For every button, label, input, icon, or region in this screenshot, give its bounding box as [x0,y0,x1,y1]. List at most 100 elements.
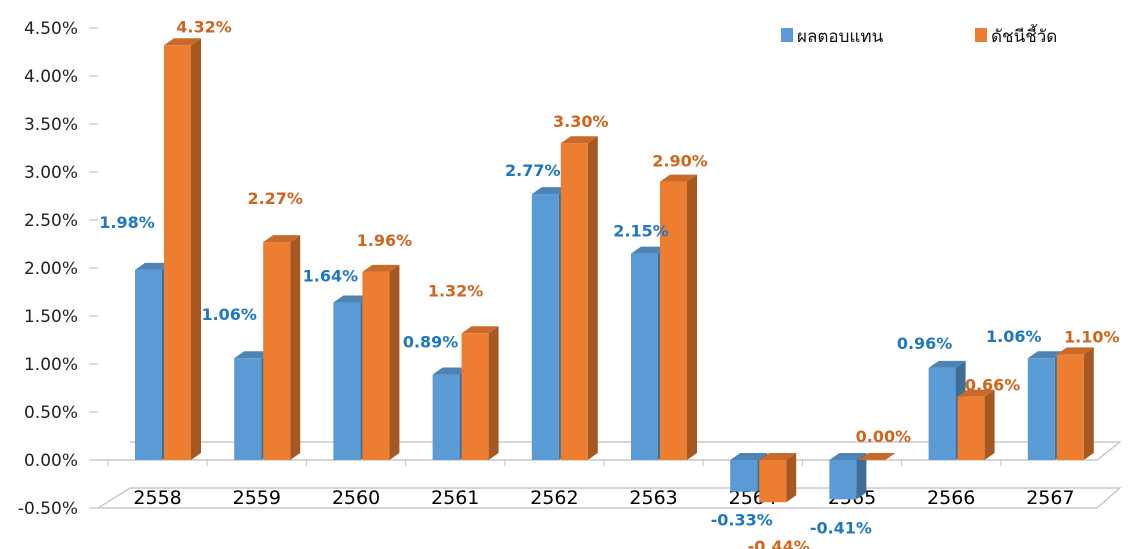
bar-top [957,389,995,397]
bar-top [234,351,272,359]
y-tick-label: 4.50% [24,19,78,39]
data-label-return: -0.41% [810,518,872,537]
data-label-benchmark: 0.66% [965,376,1021,395]
legend: ผลตอบแทน ดัชนีชี้วัด [781,24,1057,47]
bar-benchmark-2561 [461,326,499,460]
y-tick-label: 1.50% [24,307,78,327]
bar-front [234,358,262,460]
legend-label-series-1: ผลตอบแทน [797,27,884,47]
bar-top [164,38,201,46]
bar-front [164,45,191,460]
x-category-label: 2563 [629,487,677,509]
bar-front [1027,358,1055,460]
bar-front [531,194,559,460]
data-label-return: 1.06% [201,305,257,324]
bar-side [856,453,867,500]
bar-front [560,143,588,460]
data-label-return: 2.77% [505,161,561,180]
bar-front [759,460,787,503]
legend-swatch-series-2 [975,28,987,42]
y-tick-label: -0.50% [18,499,78,519]
bar-front [631,253,658,460]
bar-top [135,262,172,270]
bar-top [858,453,896,460]
bar-side [389,264,400,460]
bar-top [333,295,371,303]
zero-plane [98,441,1122,461]
data-label-benchmark: 2.90% [652,152,708,171]
x-category-label: 2562 [530,487,578,509]
data-label-return: 1.64% [303,267,359,286]
y-tick-label: 0.00% [24,451,78,471]
bar-top [1027,351,1065,359]
data-label-benchmark: 1.32% [428,281,484,300]
bar-benchmark-2563 [660,174,697,460]
bar-top [461,326,499,334]
bar-benchmark-2567 [1056,347,1094,460]
x-category-label: 2567 [1026,487,1074,509]
bar-front [1056,354,1084,460]
x-category-label: 2566 [927,487,975,509]
data-label-benchmark: -0.44% [748,537,810,549]
bar-top [432,367,470,375]
bar-side [587,136,598,460]
bar-front [730,460,758,492]
data-label-benchmark: 3.30% [553,112,609,131]
bar-front [461,333,489,460]
data-label-layer: 1.98% 1.06% 1.64% 0.89% 2.77% 2.15% -0.33% -0.4… [99,17,1119,549]
bar-benchmark-2566 [957,389,995,460]
bar-benchmark-2560 [362,264,400,460]
bar-top [560,136,598,144]
data-label-benchmark: 1.96% [357,231,413,250]
bar-front [660,181,687,460]
bar-front [829,460,857,500]
y-tick-label: 2.50% [24,211,78,231]
bar-return-2565 [829,453,867,500]
data-label-return: 0.96% [897,334,953,353]
bar-front [432,374,460,460]
data-label-benchmark: 1.10% [1064,327,1120,346]
bar-side [786,453,797,503]
legend-label-series-2: ดัชนีชี้วัด [991,24,1057,47]
bar-front [957,396,985,460]
bar-side [488,326,499,460]
bar-top [928,360,966,368]
bar-top [829,453,867,460]
bar-side [1083,347,1094,460]
bar-front [333,302,361,460]
y-tick-label: 4.00% [24,67,78,87]
y-tick-label: 2.00% [24,259,78,279]
bar-benchmark-2564 [759,453,797,503]
bar-side [687,174,697,460]
bar-side [290,235,301,460]
bar-top [1056,347,1094,355]
data-label-benchmark: 4.32% [176,17,232,36]
bar-top [263,235,301,243]
bar-layer [135,38,1094,503]
bar-benchmark-2565 [858,453,896,460]
y-tick-label: 0.50% [24,403,78,423]
bar-top [660,174,697,182]
x-category-label: 2561 [431,487,479,509]
x-category-label: 2558 [133,487,181,509]
bar-benchmark-2559 [263,235,301,460]
bar-front [263,242,291,460]
bar-benchmark-2562 [560,136,598,460]
bar-top [759,453,797,460]
bar-top [730,453,768,460]
bar-front [928,367,956,460]
bar-top [531,187,569,195]
y-tick-label: 3.50% [24,115,78,135]
data-label-return: 1.06% [986,327,1042,346]
bar-front [362,271,390,460]
data-label-return: 2.15% [613,222,669,241]
data-label-return: -0.33% [711,511,773,530]
data-label-return: 1.98% [99,213,155,232]
x-category-label: 2559 [233,487,281,509]
bar-side [984,389,995,460]
x-category-label: 2560 [332,487,380,509]
bar-benchmark-2558 [164,38,201,460]
data-label-return: 0.89% [403,333,459,352]
data-label-benchmark: 2.27% [247,189,303,208]
